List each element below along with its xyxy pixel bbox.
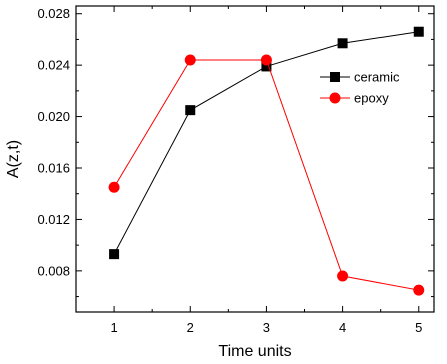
y-tick-label: 0.016: [37, 161, 70, 176]
legend: ceramic epoxy: [320, 70, 400, 106]
legend-marker-epoxy: [329, 92, 341, 104]
ceramic-point: [413, 26, 424, 37]
y-tick-label: 0.008: [37, 263, 70, 278]
x-axis-label: Time units: [218, 343, 291, 360]
ceramic-point: [185, 105, 196, 116]
ceramic-point: [261, 61, 272, 72]
series-epoxy: [108, 54, 425, 296]
y-axis-ticks: 0.008 0.012 0.016 0.020 0.024 0.028: [37, 6, 434, 298]
series-ceramic: [109, 26, 424, 260]
y-tick-label: 0.028: [37, 6, 70, 21]
y-axis-label: A(z,t): [5, 140, 22, 178]
y-tick-label: 0.024: [37, 58, 70, 73]
x-tick-label: 5: [415, 320, 422, 335]
epoxy-point: [108, 181, 120, 193]
legend-marker-ceramic: [330, 72, 340, 82]
x-axis-ticks: 1 2 3 4 5: [110, 6, 422, 335]
ceramic-point: [337, 38, 348, 49]
y-tick-label: 0.020: [37, 109, 70, 124]
epoxy-point: [413, 284, 425, 296]
series-layer: [108, 26, 425, 296]
legend-entry-ceramic: ceramic: [320, 70, 400, 85]
x-tick-label: 3: [263, 320, 270, 335]
x-tick-label: 4: [339, 320, 346, 335]
legend-label-ceramic: ceramic: [354, 70, 400, 85]
y-tick-label: 0.012: [37, 212, 70, 227]
plot-frame: [75, 5, 435, 313]
x-tick-label: 1: [110, 320, 117, 335]
legend-entry-epoxy: epoxy: [320, 91, 389, 106]
epoxy-point: [337, 270, 349, 282]
x-tick-label: 2: [187, 320, 194, 335]
axes-group: [75, 5, 435, 313]
ceramic-point: [109, 249, 120, 260]
legend-label-epoxy: epoxy: [354, 91, 389, 106]
epoxy-point: [184, 54, 196, 66]
epoxy-point: [260, 54, 272, 66]
